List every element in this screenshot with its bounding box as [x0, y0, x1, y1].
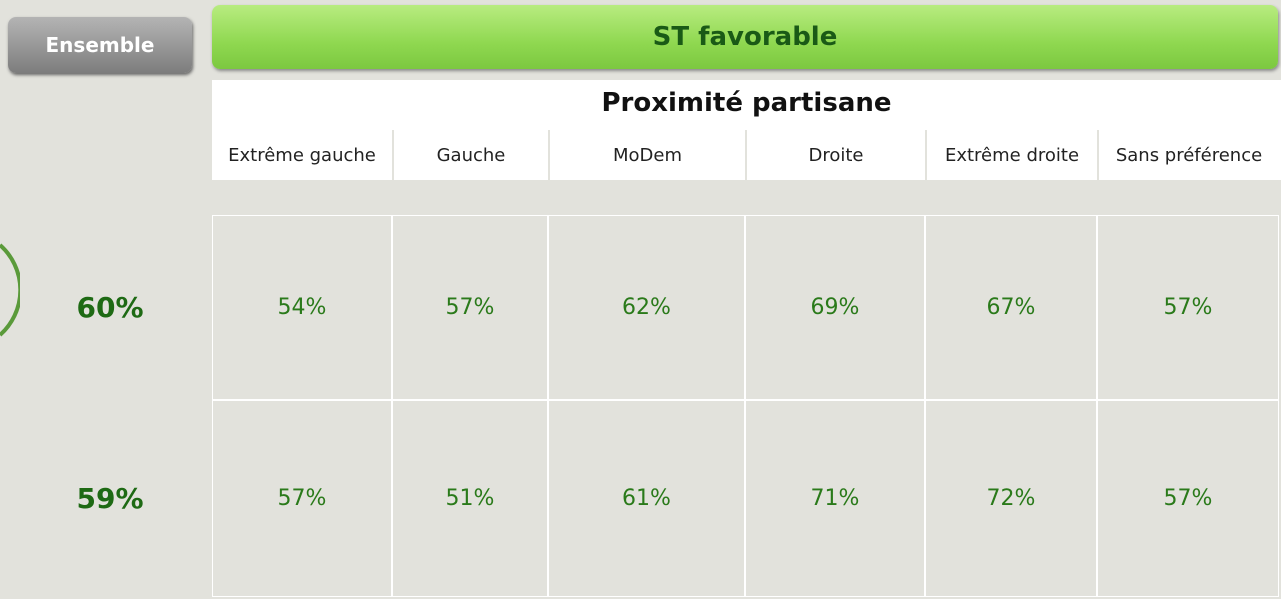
column-label: Gauche	[392, 130, 548, 180]
table-cell: 71%	[745, 400, 925, 597]
table-cell: 67%	[925, 215, 1097, 400]
ensemble-value: 59%	[76, 482, 144, 515]
column-label: Droite	[745, 130, 925, 180]
subtitle: Proximité partisane	[601, 88, 892, 118]
table-cell: 57%	[212, 400, 392, 597]
column-label: MoDem	[548, 130, 745, 180]
table-cell: 72%	[925, 400, 1097, 597]
table-cell: 61%	[548, 400, 745, 597]
column-label: Sans préférence	[1097, 130, 1279, 180]
column-header: Proximité partisane Extrême gauche Gauche…	[212, 80, 1281, 180]
table-cell: 57%	[1097, 215, 1279, 400]
header-bar: ST favorable	[212, 5, 1278, 69]
table-cell: 57%	[392, 215, 548, 400]
column-label: Extrême gauche	[228, 144, 376, 166]
ensemble-value: 60%	[76, 291, 144, 324]
column-label: Extrême droite	[925, 130, 1097, 180]
decoration	[0, 243, 20, 337]
table-cell: 69%	[745, 215, 925, 400]
table-cell: 62%	[548, 215, 745, 400]
table-cell: 57%	[1097, 400, 1279, 597]
table-cell: 51%	[392, 400, 548, 597]
table-cell: 54%	[212, 215, 392, 400]
ensemble-button[interactable]: Ensemble	[8, 17, 192, 73]
